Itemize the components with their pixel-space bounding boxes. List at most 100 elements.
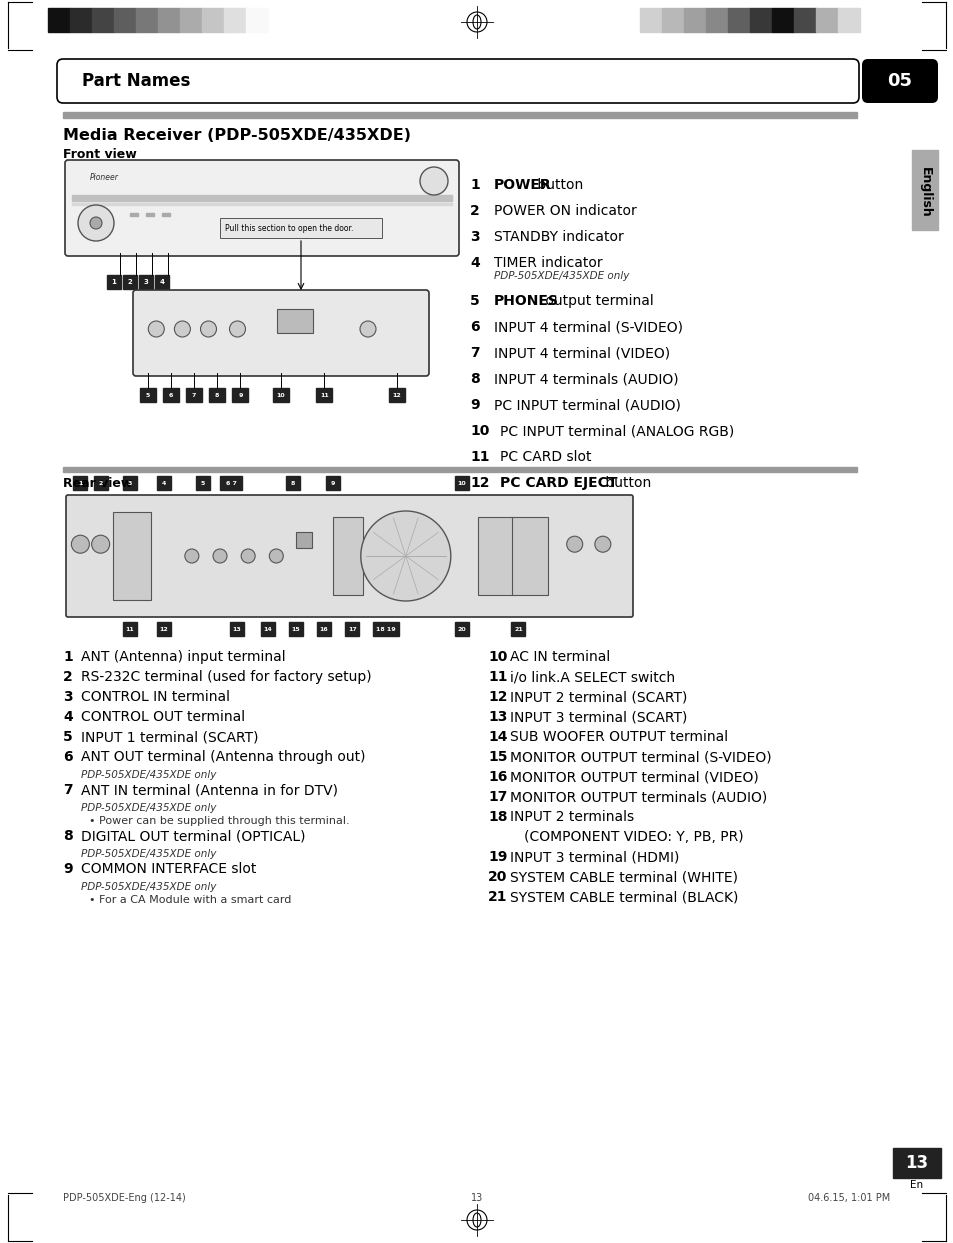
Text: 8: 8 <box>63 829 72 843</box>
Text: 4: 4 <box>470 256 479 270</box>
Text: 11: 11 <box>320 393 329 398</box>
Text: Part Names: Part Names <box>82 72 191 89</box>
Text: 6: 6 <box>63 750 72 764</box>
Text: ANT IN terminal (Antenna in for DTV): ANT IN terminal (Antenna in for DTV) <box>81 783 337 797</box>
Text: INPUT 4 terminals (AUDIO): INPUT 4 terminals (AUDIO) <box>494 372 678 387</box>
Text: English: English <box>918 167 930 218</box>
Text: 3: 3 <box>63 690 72 704</box>
Bar <box>892 1149 940 1178</box>
Text: 18 19: 18 19 <box>375 626 395 631</box>
Circle shape <box>91 536 110 553</box>
Bar <box>196 476 210 490</box>
Text: 15: 15 <box>292 626 300 631</box>
Text: 10: 10 <box>457 481 466 486</box>
Text: 1: 1 <box>63 650 72 664</box>
Text: 4: 4 <box>63 710 72 723</box>
Bar <box>230 622 244 636</box>
Bar <box>162 213 170 216</box>
Text: PC CARD EJECT: PC CARD EJECT <box>499 476 617 490</box>
Circle shape <box>90 218 102 229</box>
Text: PHONES: PHONES <box>494 295 558 308</box>
Bar <box>139 275 152 290</box>
Bar <box>277 310 314 333</box>
Text: 05: 05 <box>886 72 911 89</box>
Bar <box>123 476 137 490</box>
Text: • For a CA Module with a smart card: • For a CA Module with a smart card <box>89 895 291 905</box>
Bar <box>683 7 705 32</box>
Text: 1: 1 <box>78 481 83 486</box>
Text: INPUT 4 terminal (VIDEO): INPUT 4 terminal (VIDEO) <box>494 346 669 360</box>
Text: MONITOR OUTPUT terminal (VIDEO): MONITOR OUTPUT terminal (VIDEO) <box>510 769 758 784</box>
Text: INPUT 3 terminal (HDMI): INPUT 3 terminal (HDMI) <box>510 850 679 864</box>
Text: Pioneer: Pioneer <box>90 173 119 181</box>
Text: 4: 4 <box>159 278 164 285</box>
Text: 12: 12 <box>488 690 507 704</box>
Text: 20: 20 <box>457 626 466 631</box>
FancyBboxPatch shape <box>66 495 633 617</box>
Text: 9: 9 <box>470 398 479 411</box>
Bar <box>146 213 153 216</box>
Text: PC INPUT terminal (ANALOG RGB): PC INPUT terminal (ANALOG RGB) <box>499 424 734 438</box>
Bar <box>511 517 547 595</box>
Bar <box>815 7 837 32</box>
Text: 7: 7 <box>63 783 72 797</box>
Text: En: En <box>909 1180 923 1190</box>
Bar <box>911 150 937 230</box>
Text: i/o link.A SELECT switch: i/o link.A SELECT switch <box>510 670 675 684</box>
Circle shape <box>71 536 90 553</box>
FancyBboxPatch shape <box>57 58 858 103</box>
Text: CONTROL IN terminal: CONTROL IN terminal <box>81 690 230 704</box>
Text: 18: 18 <box>488 810 507 824</box>
Text: 12: 12 <box>470 476 489 490</box>
Text: 5: 5 <box>470 295 479 308</box>
Text: 15: 15 <box>488 750 507 764</box>
Bar <box>139 388 155 401</box>
Text: STANDBY indicator: STANDBY indicator <box>494 230 623 244</box>
Bar <box>63 467 856 472</box>
Bar <box>73 476 88 490</box>
Text: INPUT 1 terminal (SCART): INPUT 1 terminal (SCART) <box>81 730 258 745</box>
Text: PDP-505XDE/435XDE only: PDP-505XDE/435XDE only <box>81 769 216 781</box>
Text: 5: 5 <box>145 393 150 398</box>
Text: 2: 2 <box>98 481 103 486</box>
Bar <box>233 388 248 401</box>
Bar <box>246 7 268 32</box>
Bar <box>325 476 339 490</box>
FancyBboxPatch shape <box>862 58 937 103</box>
Bar <box>793 7 815 32</box>
Text: 1: 1 <box>112 278 116 285</box>
Bar <box>123 275 137 290</box>
Bar <box>455 476 469 490</box>
Bar <box>154 275 169 290</box>
Bar <box>130 213 138 216</box>
Text: 10: 10 <box>276 393 285 398</box>
Text: 2: 2 <box>63 670 72 684</box>
Text: TIMER indicator: TIMER indicator <box>494 256 602 270</box>
Circle shape <box>566 536 582 552</box>
Text: Front view: Front view <box>63 148 136 162</box>
Circle shape <box>213 549 227 563</box>
Text: 14: 14 <box>488 730 507 745</box>
Text: output terminal: output terminal <box>540 295 653 308</box>
Bar <box>749 7 771 32</box>
Bar <box>273 388 289 401</box>
Text: 8: 8 <box>470 372 479 387</box>
FancyBboxPatch shape <box>65 160 458 256</box>
Circle shape <box>185 549 198 563</box>
Text: 13: 13 <box>488 710 507 723</box>
Text: Rear view: Rear view <box>63 477 132 490</box>
Text: Pull this section to open the door.: Pull this section to open the door. <box>225 224 353 232</box>
Circle shape <box>360 511 451 602</box>
Bar <box>289 622 303 636</box>
Text: DIGITAL OUT terminal (OPTICAL): DIGITAL OUT terminal (OPTICAL) <box>81 829 305 843</box>
Bar <box>163 388 178 401</box>
Text: 04.6.15, 1:01 PM: 04.6.15, 1:01 PM <box>807 1193 889 1203</box>
Text: 9: 9 <box>63 861 72 876</box>
Bar <box>156 622 171 636</box>
Text: PDP-505XDE/435XDE only: PDP-505XDE/435XDE only <box>494 271 629 281</box>
Text: INPUT 3 terminal (SCART): INPUT 3 terminal (SCART) <box>510 710 687 723</box>
Bar <box>48 7 70 32</box>
Bar <box>771 7 793 32</box>
Bar <box>113 7 136 32</box>
Text: 5: 5 <box>63 730 72 745</box>
